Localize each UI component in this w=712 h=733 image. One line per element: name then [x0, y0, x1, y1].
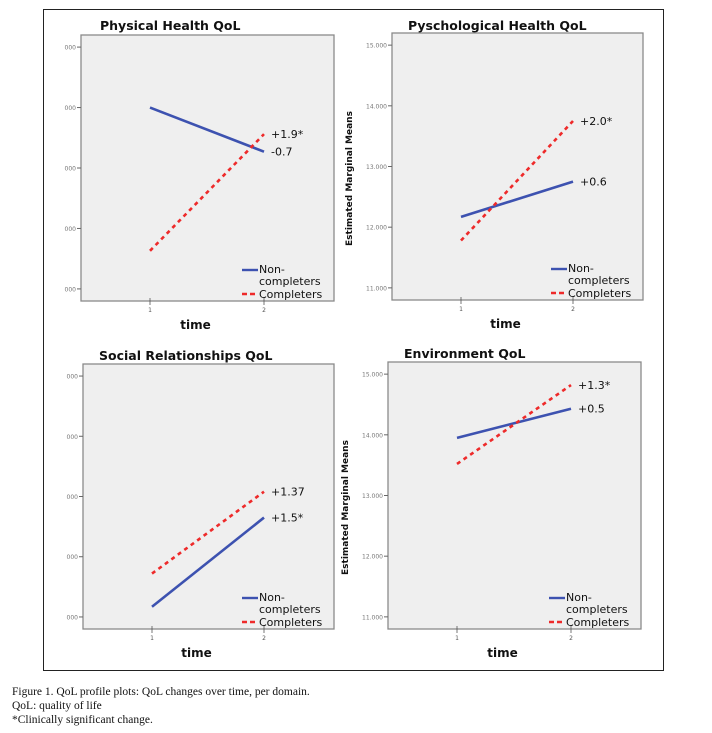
completers-line	[149, 133, 265, 252]
change-annotation: +1.3*	[578, 379, 611, 392]
chart-title: Physical Health QoL	[100, 18, 241, 33]
legend-non-completers-label: Non-	[259, 263, 285, 276]
y-axis-label: Estimated Marginal Means	[345, 111, 355, 246]
legend-non-completers-label: completers	[568, 274, 630, 287]
x-tick-label: 1	[150, 635, 154, 642]
change-annotation: +0.6	[580, 176, 607, 189]
non-completers-line	[149, 106, 265, 153]
y-tick-label: 15.000	[362, 372, 383, 379]
legend-completers-label: Completers	[259, 288, 323, 301]
significance-note: *Clinically significant change.	[12, 714, 153, 726]
plot-area	[391, 32, 644, 301]
plot-area	[80, 34, 335, 302]
y-tick-label: 000	[65, 166, 77, 173]
x-tick-label: 2	[571, 306, 575, 313]
y-tick-label: 11.000	[366, 285, 387, 292]
y-tick-label: 12.000	[362, 554, 383, 561]
change-annotation: -0.7	[271, 146, 292, 159]
non-completers-line	[460, 180, 574, 219]
completers-line	[151, 490, 265, 575]
figure-caption: Figure 1. QoL profile plots: QoL changes…	[12, 686, 310, 698]
legend-non-completers-label: Non-	[259, 591, 285, 604]
y-tick-label: 000	[67, 554, 79, 561]
y-tick-label: 13.000	[366, 164, 387, 171]
non-completers-line	[151, 516, 265, 608]
x-tick-label: 2	[569, 635, 573, 642]
y-tick-label: 000	[67, 374, 79, 381]
y-tick-label: 000	[65, 226, 77, 233]
y-tick-label: 000	[65, 45, 77, 52]
change-annotation: +1.9*	[271, 128, 304, 141]
change-annotation: +0.5	[578, 403, 605, 416]
x-tick-label: 2	[262, 635, 266, 642]
x-tick-label: 1	[455, 635, 459, 642]
x-axis-label: time	[487, 646, 518, 660]
figure-frame	[43, 9, 664, 671]
legend-non-completers-label: completers	[259, 603, 321, 616]
legend-non-completers-label: completers	[566, 603, 628, 616]
x-tick-label: 1	[148, 307, 152, 314]
change-annotation: +1.37	[271, 486, 305, 499]
x-axis-label: time	[490, 317, 521, 331]
y-tick-label: 000	[67, 614, 79, 621]
chart-title: Environment QoL	[404, 346, 525, 361]
legend-non-completers-label: Non-	[566, 591, 592, 604]
x-tick-label: 1	[459, 306, 463, 313]
y-tick-label: 14.000	[366, 103, 387, 110]
y-tick-label: 000	[65, 105, 77, 112]
y-tick-label: 000	[65, 286, 77, 293]
legend-non-completers-label: completers	[259, 275, 321, 288]
y-tick-label: 11.000	[362, 614, 383, 621]
non-completers-line	[456, 407, 572, 440]
y-tick-label: 000	[67, 434, 79, 441]
x-axis-label: time	[181, 646, 212, 660]
y-tick-label: 13.000	[362, 493, 383, 500]
y-tick-label: 15.000	[366, 43, 387, 50]
change-annotation: +2.0*	[580, 115, 613, 128]
completers-line	[456, 383, 572, 466]
y-tick-label: 12.000	[366, 225, 387, 232]
x-axis-label: time	[180, 318, 211, 332]
abbreviation-note: QoL: quality of life	[12, 700, 102, 712]
completers-line	[460, 120, 574, 242]
legend-completers-label: Completers	[568, 287, 632, 300]
y-tick-label: 000	[67, 494, 79, 501]
x-tick-label: 2	[262, 307, 266, 314]
legend-non-completers-label: Non-	[568, 262, 594, 275]
change-annotation: +1.5*	[271, 512, 304, 525]
chart-title: Pyschological Health QoL	[408, 18, 587, 33]
y-axis-label: Estimated Marginal Means	[341, 440, 351, 575]
y-tick-label: 14.000	[362, 432, 383, 439]
legend-completers-label: Completers	[566, 616, 630, 629]
legend-completers-label: Completers	[259, 616, 323, 629]
chart-title: Social Relationships QoL	[99, 348, 273, 363]
